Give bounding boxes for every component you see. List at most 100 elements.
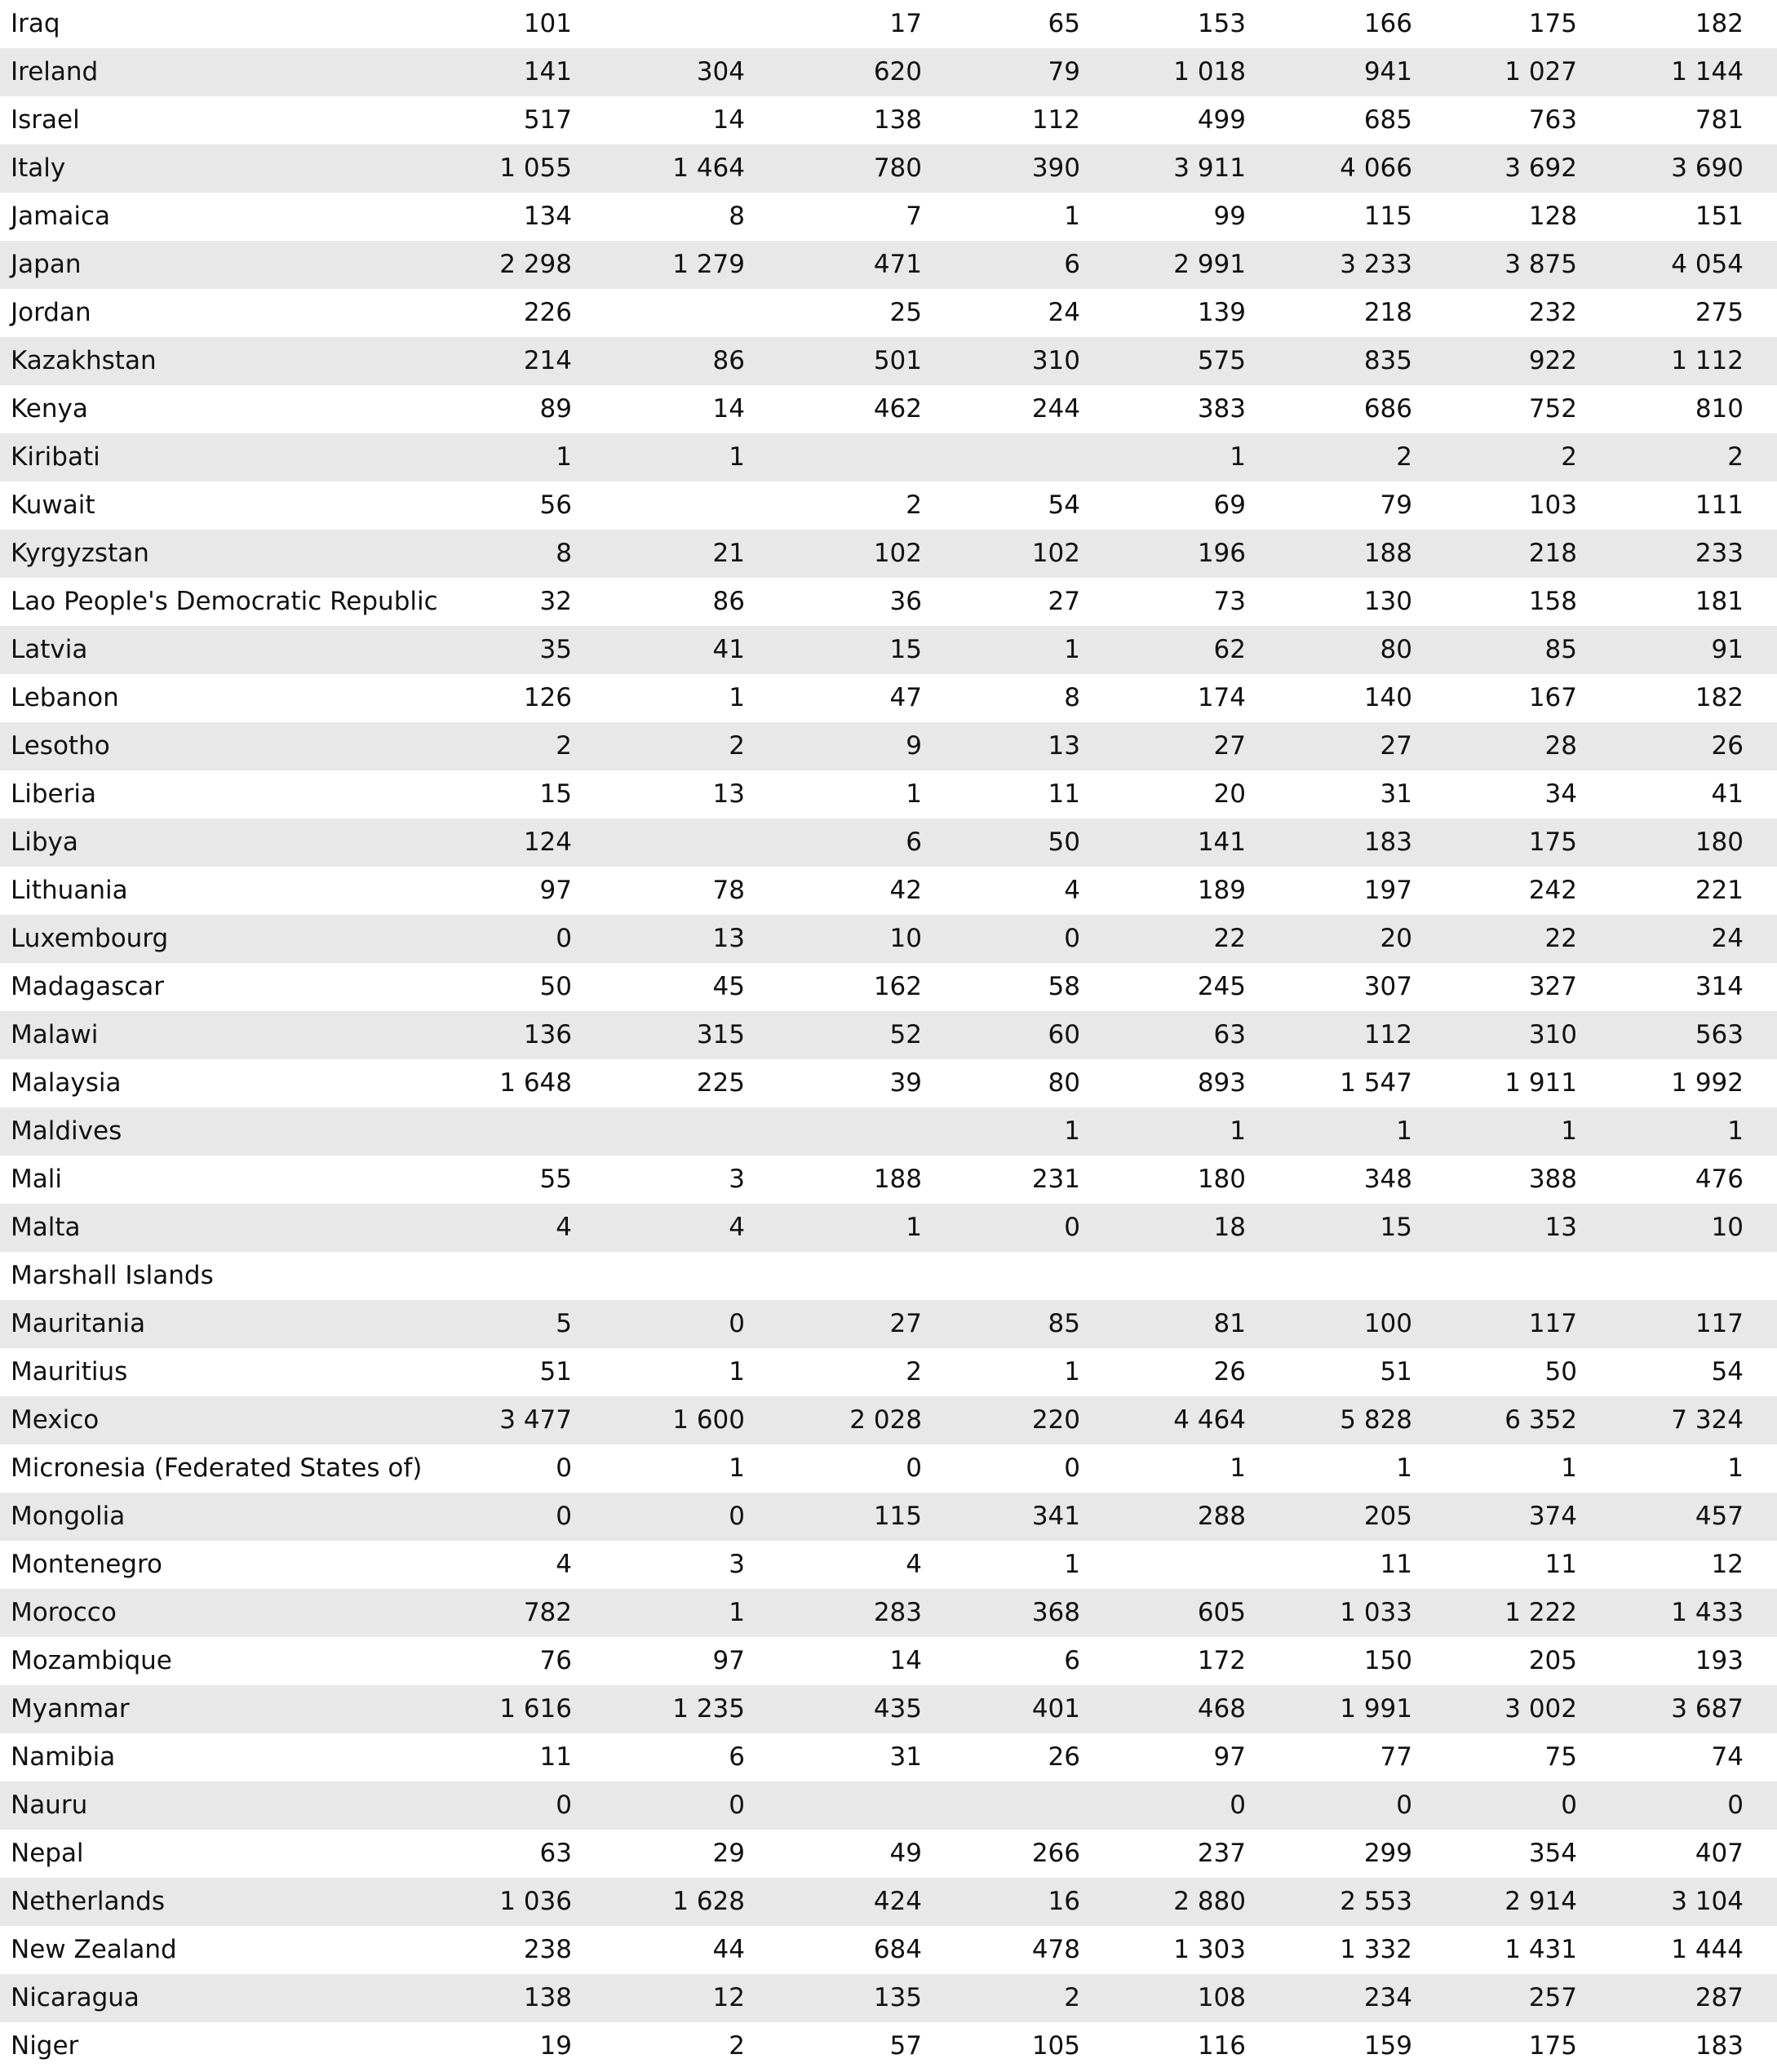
value-cell: 3 911 [1173,153,1246,183]
value-cell: 197 [1363,876,1412,905]
country-name: Montenegro [11,1550,163,1579]
value-cell: 684 [873,1935,922,1964]
table-row: Micronesia (Federated States of) 0 1 0 0 1 1 1 1 [0,1444,1777,1493]
value-cell: 136 [523,1020,572,1049]
value-cell: 1 547 [1340,1068,1412,1098]
value-cell: 220 [1031,1405,1080,1435]
value-cell: 752 [1528,394,1577,424]
value-cell: 52 [889,1020,922,1049]
value-cell: 1 [906,1213,922,1242]
value-cell: 310 [1031,346,1080,375]
value-cell: 231 [1031,1165,1080,1194]
table-row: Nauru 0 0 0 0 0 0 [0,1781,1777,1830]
value-cell: 3 [729,1165,745,1194]
value-cell: 1 433 [1671,1598,1744,1627]
country-name: Kazakhstan [11,346,157,375]
table-row: Montenegro 4 3 4 1 11 11 12 [0,1541,1777,1589]
value-cell: 51 [1380,1357,1412,1387]
value-cell: 28 [1544,731,1577,761]
value-cell: 26 [1048,1742,1080,1772]
value-cell: 27 [889,1309,922,1338]
table-row: Israel 517 14 138 112 499 685 763 781 [0,96,1777,144]
value-cell: 102 [1031,539,1080,568]
value-cell: 1 [1561,1453,1577,1483]
country-name: Italy [11,153,66,183]
table-row: Myanmar 1 616 1 235 435 401 468 1 991 3 002 3 68… [0,1685,1777,1733]
table-row: Kuwait 56 2 54 69 79 103 111 [0,481,1777,530]
value-cell: 2 298 [499,250,572,279]
table-row: Nicaragua 138 12 135 2 108 234 257 287 [0,1974,1777,2022]
value-cell: 1 464 [672,153,745,183]
value-cell: 181 [1695,587,1744,616]
value-cell: 1 027 [1504,57,1577,87]
value-cell: 172 [1197,1646,1246,1675]
value-cell: 34 [1544,779,1577,809]
value-cell: 287 [1695,1983,1744,2012]
value-cell: 1 018 [1173,57,1246,87]
value-cell: 244 [1031,394,1080,424]
value-cell: 6 352 [1504,1405,1577,1435]
value-cell: 174 [1197,683,1246,712]
country-name: Niger [11,2031,79,2061]
value-cell: 0 [1064,1453,1080,1483]
value-cell: 4 066 [1340,153,1412,183]
table-row: Malaysia 1 648 225 39 80 893 1 547 1 911 1 992 [0,1059,1777,1107]
table-row: Kenya 89 14 462 244 383 686 752 810 [0,385,1777,433]
value-cell: 4 464 [1173,1405,1246,1435]
value-cell: 183 [1363,827,1412,857]
table-row: Kyrgyzstan 8 21 102 102 196 188 218 233 [0,530,1777,578]
table-row: Mauritius 51 1 2 1 26 51 50 54 [0,1348,1777,1396]
value-cell: 1 [1396,1116,1412,1146]
table-row: Lithuania 97 78 42 4 189 197 242 221 [0,867,1777,915]
country-name: Micronesia (Federated States of) [11,1453,423,1483]
table-row: Liberia 15 13 1 11 20 31 34 41 [0,770,1777,819]
table-row: Ireland 141 304 620 79 1 018 941 1 027 1 144 [0,48,1777,96]
value-cell: 86 [712,587,745,616]
country-name: New Zealand [11,1935,177,1964]
value-cell: 1 992 [1671,1068,1744,1098]
value-cell: 116 [1197,2031,1246,2061]
value-cell: 288 [1197,1502,1246,1531]
country-name: Maldives [11,1116,122,1146]
value-cell: 0 [556,1790,572,1820]
value-cell: 476 [1695,1165,1744,1194]
value-cell: 55 [539,1165,572,1194]
value-cell: 5 828 [1340,1405,1412,1435]
value-cell: 14 [712,394,745,424]
country-name: Israel [11,105,80,135]
value-cell: 242 [1528,876,1577,905]
value-cell: 234 [1363,1983,1412,2012]
table-row: Lebanon 126 1 47 8 174 140 167 182 [0,674,1777,722]
table-row: Mali 55 3 188 231 180 348 388 476 [0,1156,1777,1204]
value-cell: 2 [1064,1983,1080,2012]
value-cell: 150 [1363,1646,1412,1675]
value-cell: 6 [729,1742,745,1772]
value-cell: 124 [523,827,572,857]
country-name: Lesotho [11,731,110,761]
value-cell: 115 [873,1502,922,1531]
value-cell: 32 [539,587,572,616]
value-cell: 4 [906,1550,922,1579]
value-cell: 1 [1727,1116,1744,1146]
value-cell: 1 628 [672,1887,745,1916]
value-cell: 15 [539,779,572,809]
value-cell: 1 431 [1504,1935,1577,1964]
value-cell: 257 [1528,1983,1577,2012]
value-cell: 134 [523,202,572,231]
country-name: Libya [11,827,78,857]
country-name: Japan [11,250,82,279]
value-cell: 435 [873,1694,922,1724]
table-row: New Zealand 238 44 684 478 1 303 1 332 1 431 1 4… [0,1926,1777,1974]
value-cell: 4 [556,1213,572,1242]
value-cell: 193 [1695,1646,1744,1675]
value-cell: 2 553 [1340,1887,1412,1916]
country-name: Nicaragua [11,1983,140,2012]
value-cell: 13 [1048,731,1080,761]
table-row: Kazakhstan 214 86 501 310 575 835 922 1 112 [0,337,1777,385]
value-cell: 314 [1695,972,1744,1001]
value-cell: 2 [906,490,922,520]
table-row: Luxembourg 0 13 10 0 22 20 22 24 [0,915,1777,963]
country-name: Malawi [11,1020,99,1049]
value-cell: 175 [1528,827,1577,857]
value-cell: 3 104 [1671,1887,1744,1916]
